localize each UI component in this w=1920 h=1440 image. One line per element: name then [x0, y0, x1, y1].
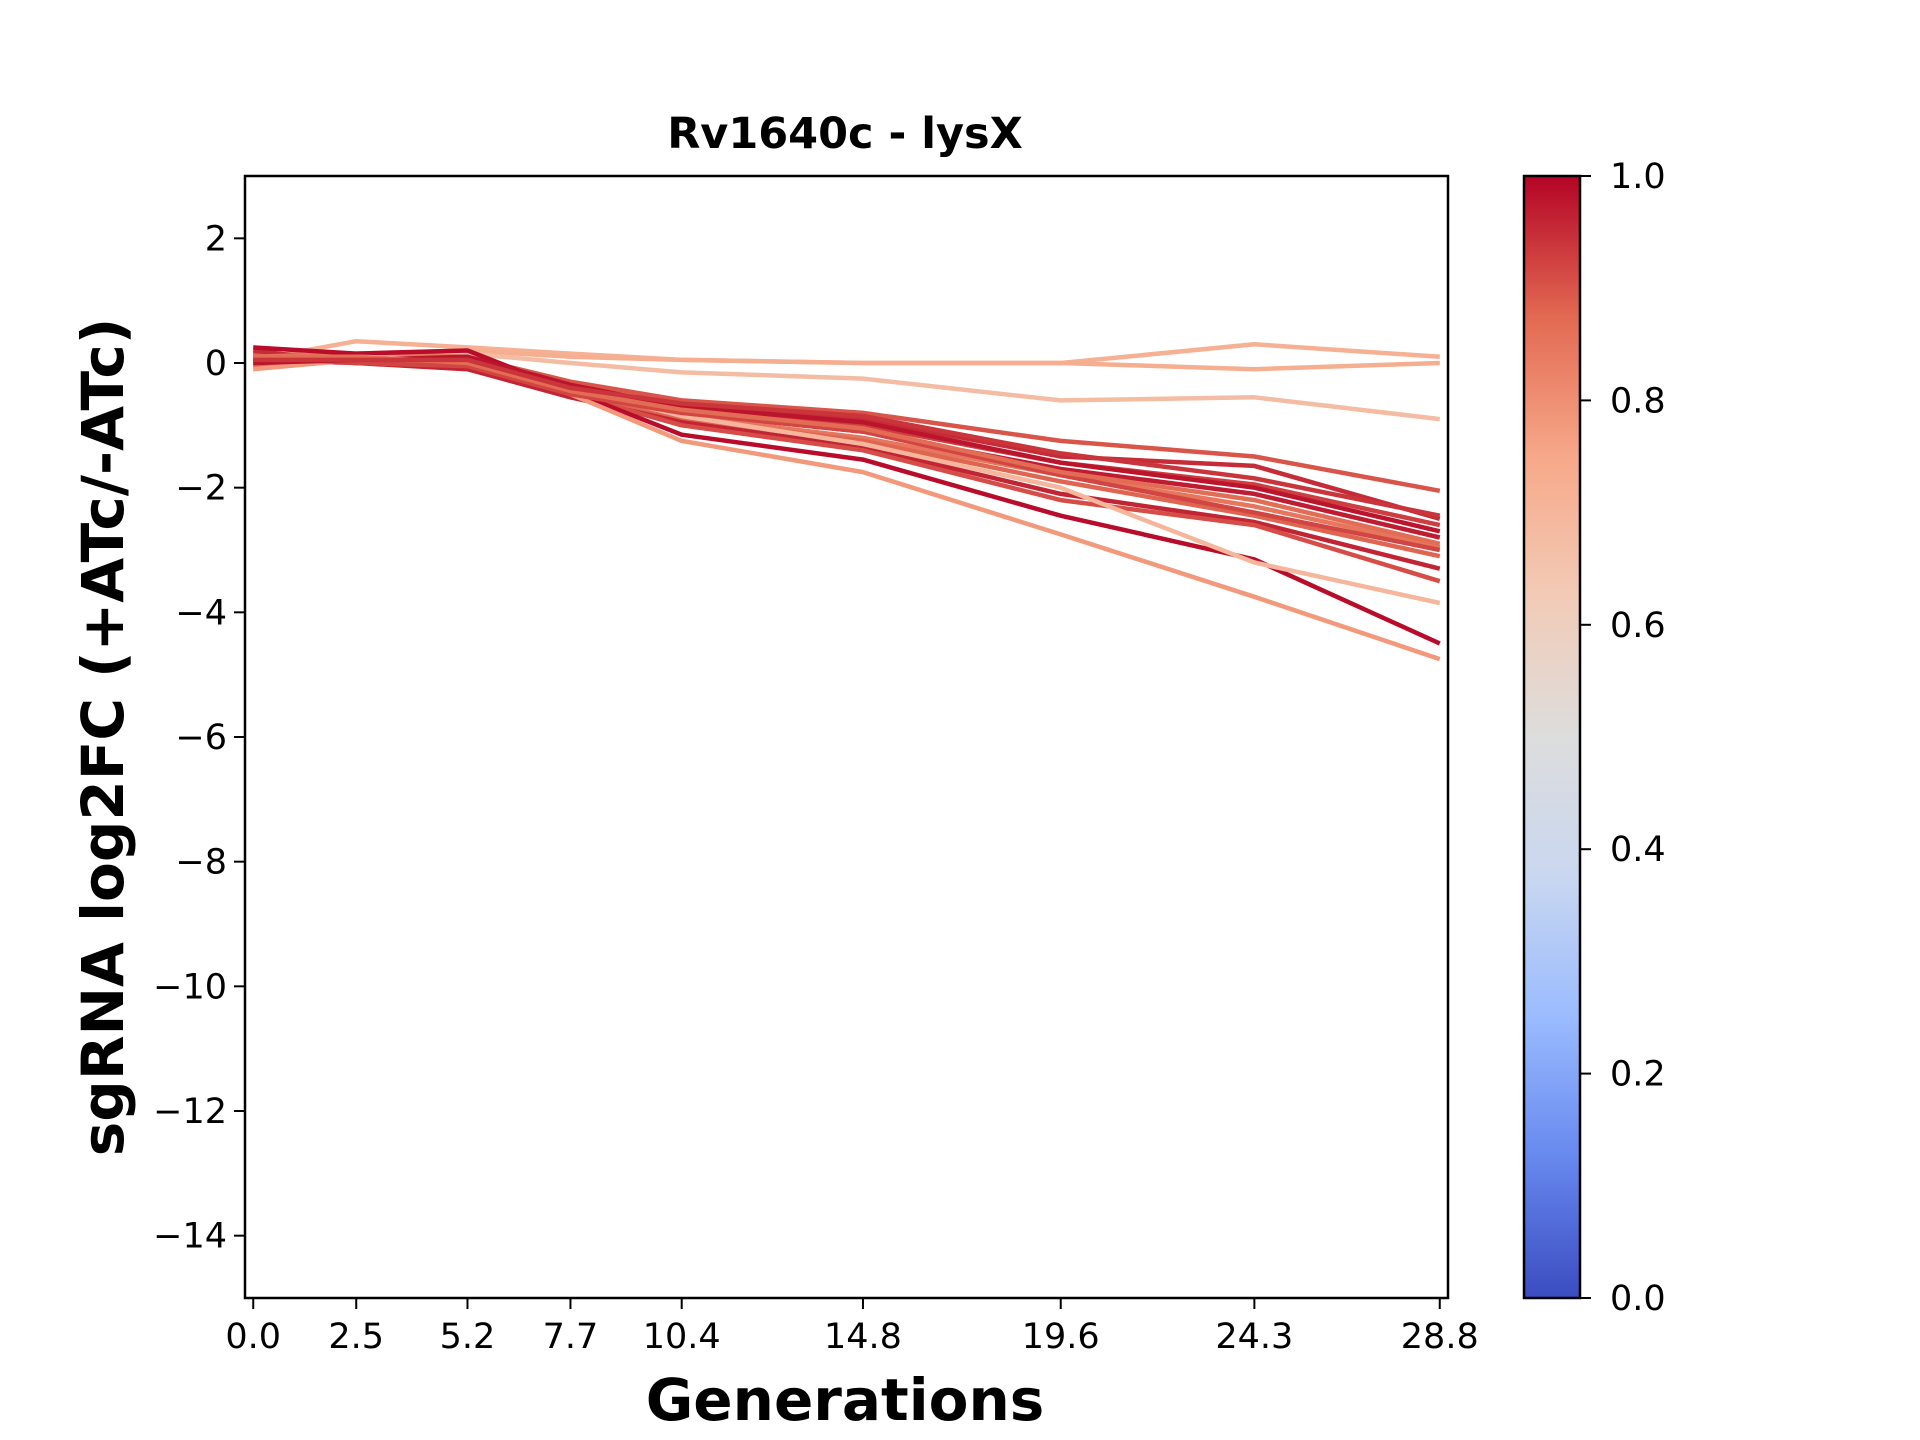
series-line-18: [253, 357, 1441, 518]
series-line-15: [253, 354, 1441, 553]
colorbar-tick-label: 0.2: [1610, 1055, 1666, 1095]
x-tick-label: 24.3: [1215, 1317, 1293, 1357]
y-tick-label: −8: [175, 843, 227, 883]
x-tick-label: 0.0: [225, 1317, 281, 1357]
colorbar: [1522, 174, 1582, 1300]
y-tick-label: 2: [205, 219, 227, 259]
series-line-10: [253, 357, 1441, 571]
colorbar-tick-label: 0.6: [1610, 606, 1666, 646]
x-tick-label: 2.5: [328, 1317, 384, 1357]
series-line-12: [253, 345, 1441, 646]
x-axis-ticks: 0.0 2.5 5.2 7.7 10.4 14.8 19.6 24.3 28.8: [225, 1298, 1479, 1357]
x-tick-label: 28.8: [1401, 1317, 1479, 1357]
x-tick-label: 14.8: [824, 1317, 902, 1357]
x-tick-label: 7.7: [543, 1317, 599, 1357]
y-axis-ticks: 2 0 −2 −4 −6 −8 −10 −12 −14: [153, 219, 245, 1257]
y-tick-label: −4: [175, 593, 227, 633]
y-tick-label: 0: [205, 344, 227, 384]
colorbar-tick-label: 1.0: [1610, 157, 1666, 197]
colorbar-tick-label: 0.4: [1610, 830, 1666, 870]
y-tick-label: −6: [175, 718, 227, 758]
y-tick-label: −12: [153, 1092, 227, 1132]
x-tick-label: 5.2: [440, 1317, 496, 1357]
x-tick-label: 19.6: [1022, 1317, 1100, 1357]
colorbar-tick-label: 0.0: [1610, 1279, 1666, 1319]
y-tick-label: −10: [153, 967, 227, 1007]
colorbar-tick-label: 0.8: [1610, 381, 1666, 421]
series-layer: [252, 338, 1441, 662]
y-tick-label: −14: [153, 1217, 227, 1257]
y-tick-label: −2: [175, 469, 227, 509]
x-tick-label: 10.4: [643, 1317, 721, 1357]
plot-frame: [243, 174, 1450, 1300]
x-axis-label: Generations: [646, 1366, 1045, 1434]
chart-title: Rv1640c - lysX: [667, 109, 1023, 159]
y-axis-label: sgRNA log2FC (+ATc/-ATc): [69, 318, 137, 1156]
colorbar-ticks: 0.0 0.2 0.4 0.6 0.8 1.0: [1580, 157, 1666, 1319]
